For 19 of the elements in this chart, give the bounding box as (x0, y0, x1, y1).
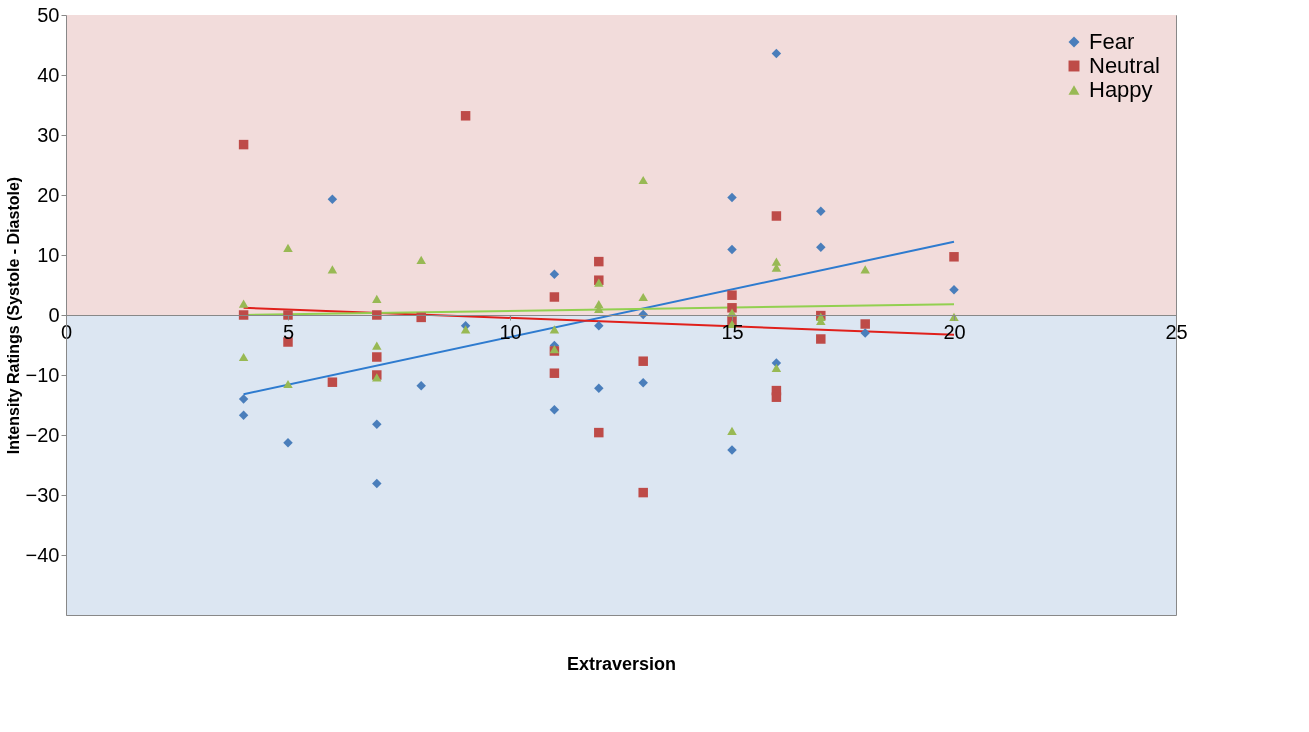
x-axis-title: Extraversion (566, 653, 677, 674)
y-tick-label: 50 (37, 3, 60, 26)
legend-label: Neutral (1089, 53, 1160, 78)
y-tick-label: 30 (37, 123, 60, 146)
legend-label: Fear (1089, 29, 1135, 54)
x-tick-label: 15 (721, 320, 744, 343)
y-tick-label: −10 (25, 363, 60, 386)
x-tick-label: 25 (1165, 320, 1188, 343)
y-tick-label: 0 (48, 303, 60, 326)
x-tick-label: 20 (943, 320, 966, 343)
y-tick-label: 20 (37, 183, 60, 206)
y-tick-label: −30 (25, 483, 60, 506)
x-tick-label: 5 (282, 320, 295, 343)
y-tick-label: 40 (37, 63, 60, 86)
legend-label: Happy (1089, 77, 1153, 102)
y-axis-title: Intensity Ratings (Systole - Diastole) (4, 176, 22, 455)
y-tick-label: −40 (25, 543, 60, 566)
y-tick-label: −20 (25, 423, 60, 446)
y-tick-label: 10 (37, 243, 60, 266)
